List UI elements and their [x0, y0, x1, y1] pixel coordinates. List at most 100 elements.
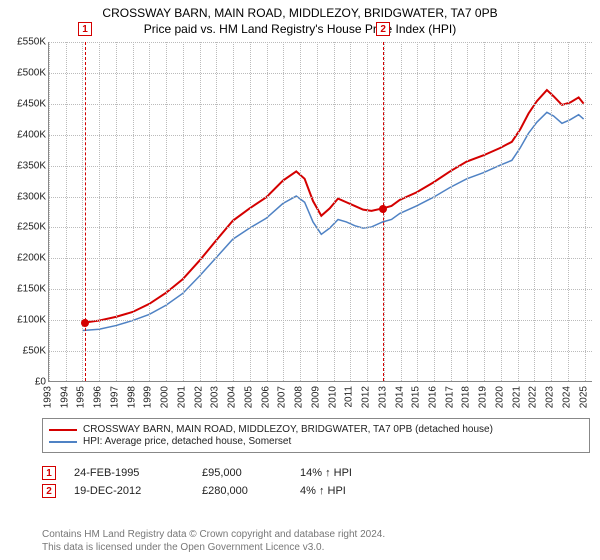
gridline-v — [317, 42, 318, 381]
x-axis-label: 2004 — [227, 386, 238, 408]
gridline-v — [484, 42, 485, 381]
x-axis-label: 2018 — [461, 386, 472, 408]
gridline-h — [49, 227, 592, 228]
x-axis-label: 1998 — [126, 386, 137, 408]
gridline-v — [417, 42, 418, 381]
sale-dot-icon — [379, 205, 387, 213]
x-axis-label: 2010 — [327, 386, 338, 408]
sales-marker-box: 1 — [42, 466, 56, 480]
gridline-h — [49, 73, 592, 74]
sales-marker-box: 2 — [42, 484, 56, 498]
y-axis-label: £350K — [6, 160, 46, 171]
gridline-v — [116, 42, 117, 381]
y-axis-label: £0 — [6, 377, 46, 388]
x-axis-label: 1994 — [59, 386, 70, 408]
gridline-h — [49, 320, 592, 321]
x-axis-label: 2024 — [561, 386, 572, 408]
sales-price: £280,000 — [202, 485, 282, 497]
gridline-h — [49, 104, 592, 105]
legend-swatch-icon — [49, 441, 77, 443]
sales-hpi: 14% ↑ HPI — [300, 467, 380, 479]
y-axis-label: £500K — [6, 67, 46, 78]
line-series-svg — [49, 42, 592, 381]
footnote: Contains HM Land Registry data © Crown c… — [42, 529, 590, 554]
gridline-v — [434, 42, 435, 381]
gridline-v — [518, 42, 519, 381]
gridline-h — [49, 135, 592, 136]
x-axis-label: 1997 — [109, 386, 120, 408]
gridline-v — [568, 42, 569, 381]
gridline-h — [49, 258, 592, 259]
sales-row: 124-FEB-1995£95,00014% ↑ HPI — [42, 466, 590, 480]
gridline-v — [467, 42, 468, 381]
gridline-h — [49, 197, 592, 198]
gridline-h — [49, 42, 592, 43]
x-axis-label: 1993 — [43, 386, 54, 408]
legend: CROSSWAY BARN, MAIN ROAD, MIDDLEZOY, BRI… — [42, 418, 590, 453]
gridline-v — [82, 42, 83, 381]
gridline-h — [49, 351, 592, 352]
x-axis-label: 2002 — [193, 386, 204, 408]
gridline-v — [183, 42, 184, 381]
gridline-v — [367, 42, 368, 381]
y-axis-label: £50K — [6, 346, 46, 357]
gridline-v — [300, 42, 301, 381]
gridline-v — [501, 42, 502, 381]
gridline-v — [267, 42, 268, 381]
plot-region: 12 — [48, 42, 592, 382]
gridline-v — [334, 42, 335, 381]
x-axis-label: 2008 — [294, 386, 305, 408]
gridline-h — [49, 289, 592, 290]
legend-swatch-icon — [49, 429, 77, 431]
gridline-v — [200, 42, 201, 381]
x-axis-label: 2013 — [377, 386, 388, 408]
gridline-v — [283, 42, 284, 381]
x-axis-label: 2022 — [528, 386, 539, 408]
gridline-v — [149, 42, 150, 381]
x-axis-label: 2016 — [427, 386, 438, 408]
gridline-v — [49, 42, 50, 381]
footnote-line: Contains HM Land Registry data © Crown c… — [42, 529, 590, 542]
y-axis-label: £100K — [6, 315, 46, 326]
marker-number-box: 2 — [376, 22, 390, 36]
legend-label: CROSSWAY BARN, MAIN ROAD, MIDDLEZOY, BRI… — [83, 424, 493, 435]
x-axis-label: 2019 — [478, 386, 489, 408]
x-axis-label: 2012 — [361, 386, 372, 408]
gridline-v — [133, 42, 134, 381]
y-axis-label: £450K — [6, 98, 46, 109]
y-axis-label: £400K — [6, 129, 46, 140]
y-axis-label: £300K — [6, 191, 46, 202]
x-axis-label: 2014 — [394, 386, 405, 408]
y-axis-label: £150K — [6, 284, 46, 295]
legend-item-hpi: HPI: Average price, detached house, Some… — [49, 436, 583, 447]
sale-dot-icon — [81, 319, 89, 327]
x-axis-label: 2023 — [545, 386, 556, 408]
gridline-v — [166, 42, 167, 381]
sales-date: 24-FEB-1995 — [74, 467, 184, 479]
sales-row: 2 19-DEC-2012 £280,000 4% ↑ HPI — [42, 484, 590, 498]
x-axis-label: 2015 — [411, 386, 422, 408]
gridline-v — [350, 42, 351, 381]
x-axis-label: 2006 — [260, 386, 271, 408]
x-axis-label: 2011 — [344, 386, 355, 408]
sales-hpi: 4% ↑ HPI — [300, 485, 380, 497]
x-axis-label: 1999 — [143, 386, 154, 408]
legend-item-property: CROSSWAY BARN, MAIN ROAD, MIDDLEZOY, BRI… — [49, 424, 583, 435]
sales-table: 124-FEB-1995£95,00014% ↑ HPI219-DEC-2012… — [42, 462, 590, 502]
x-axis-label: 2005 — [243, 386, 254, 408]
y-axis-label: £200K — [6, 253, 46, 264]
chart-title: CROSSWAY BARN, MAIN ROAD, MIDDLEZOY, BRI… — [0, 6, 600, 20]
marker-number-box: 1 — [78, 22, 92, 36]
gridline-v — [233, 42, 234, 381]
x-axis-label: 2021 — [511, 386, 522, 408]
x-axis-label: 2020 — [494, 386, 505, 408]
gridline-v — [451, 42, 452, 381]
chart-area: 12 £0£50K£100K£150K£200K£250K£300K£350K£… — [6, 42, 594, 412]
x-axis-label: 2017 — [444, 386, 455, 408]
x-axis-label: 2000 — [160, 386, 171, 408]
gridline-v — [216, 42, 217, 381]
sales-date: 19-DEC-2012 — [74, 485, 184, 497]
x-axis-label: 2001 — [176, 386, 187, 408]
x-axis-label: 2025 — [578, 386, 589, 408]
x-axis-label: 2003 — [210, 386, 221, 408]
